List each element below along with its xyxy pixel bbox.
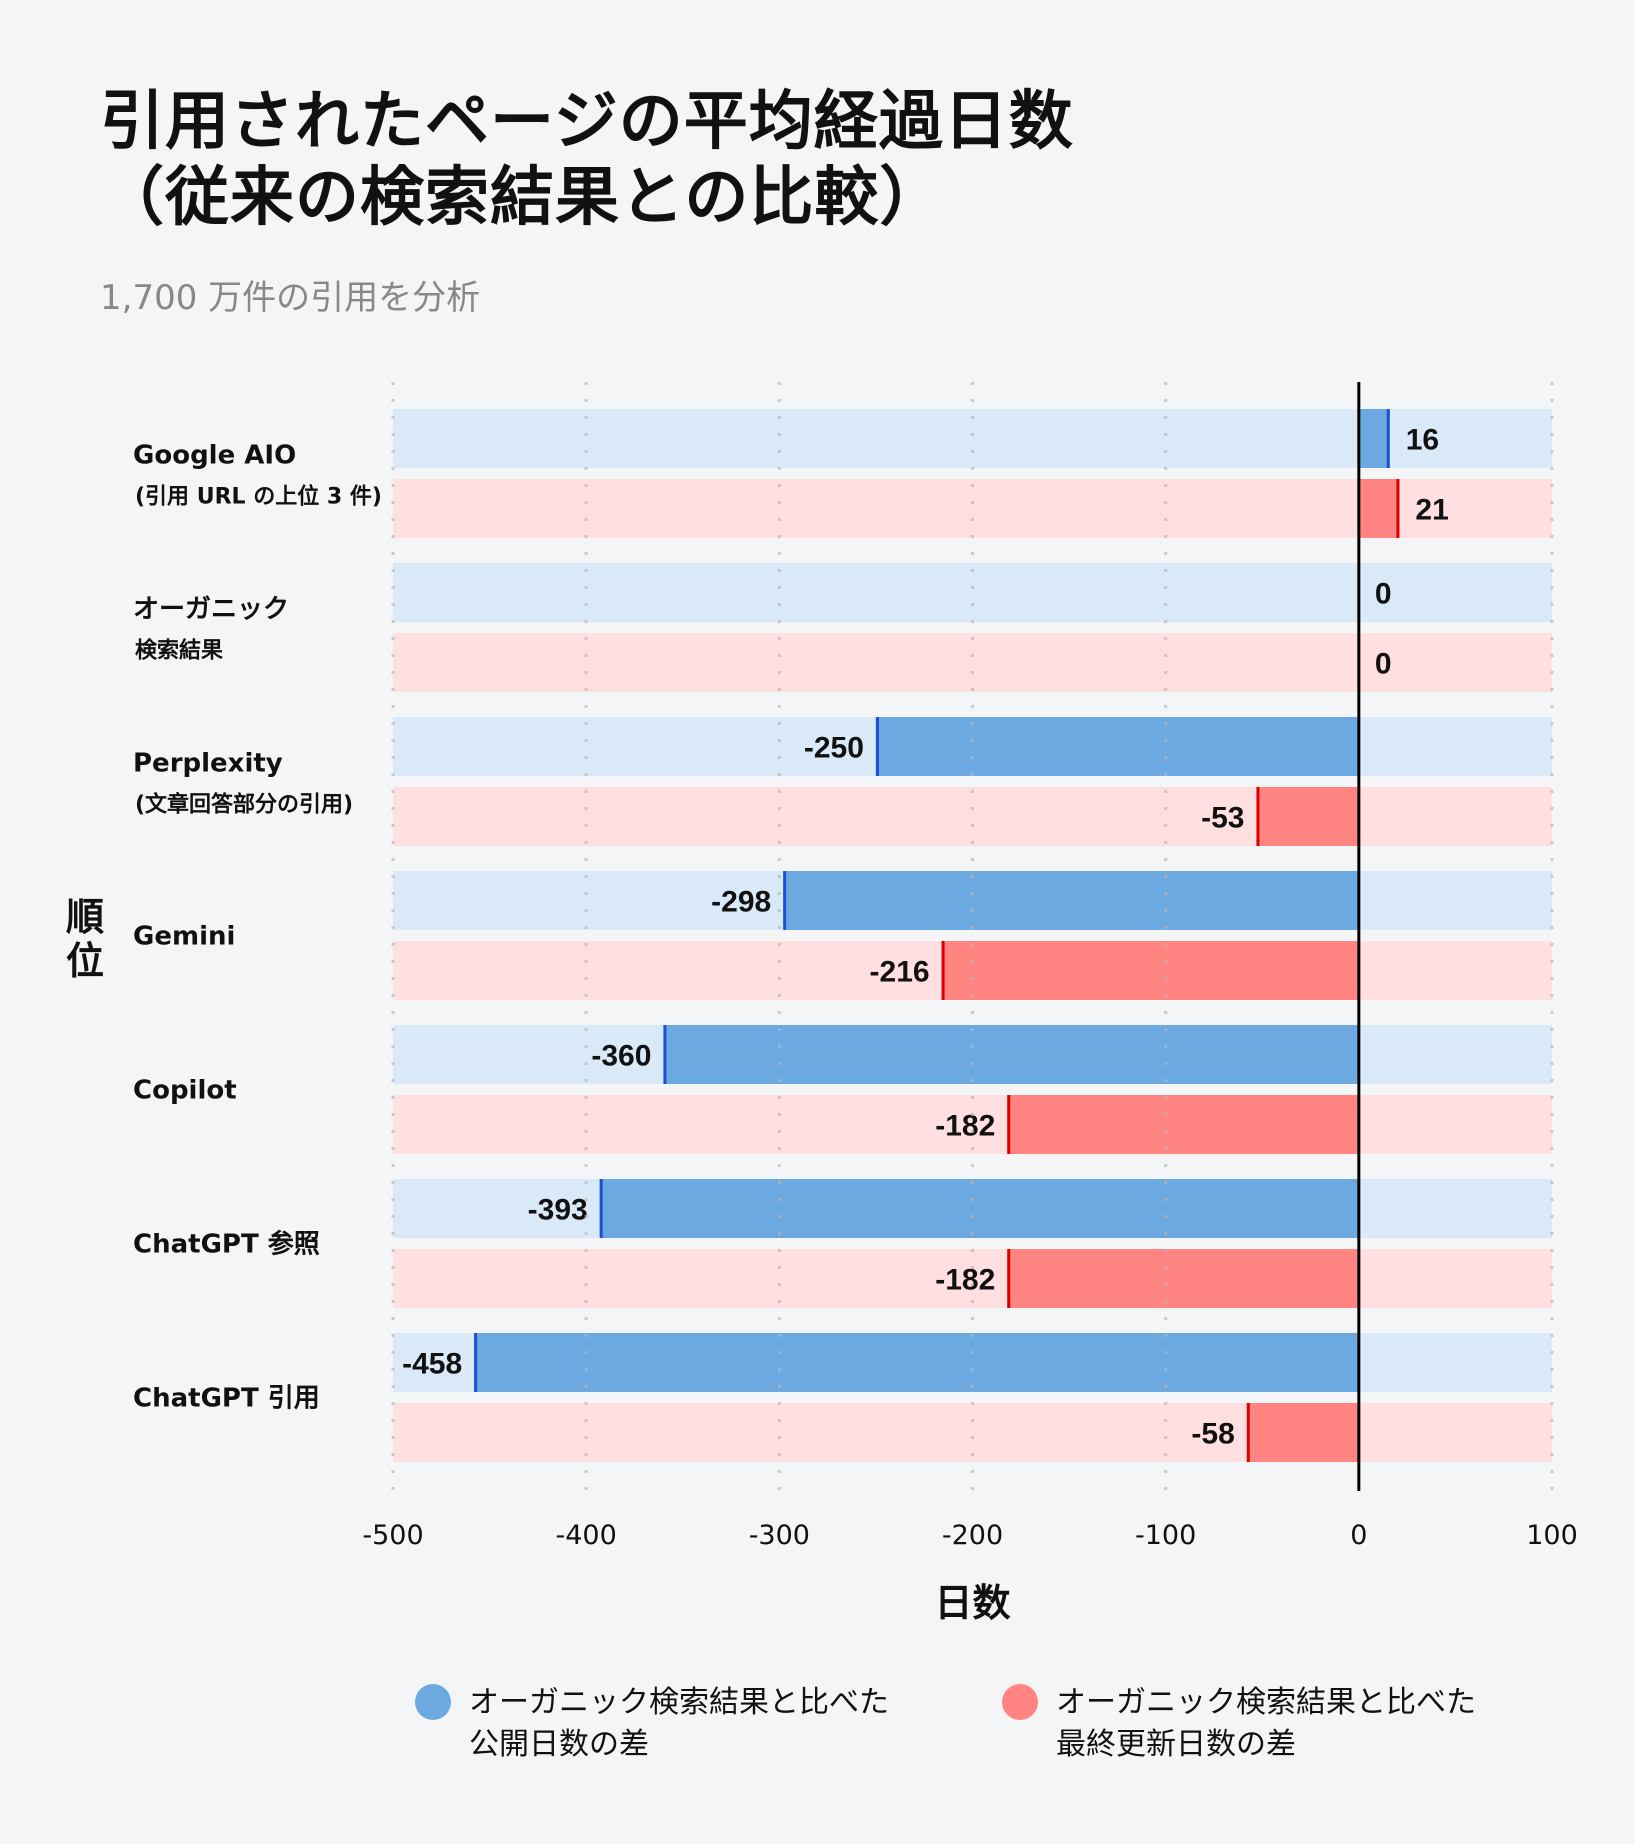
x-tick-label: -100 xyxy=(1135,1520,1196,1551)
category-label: Google AIO xyxy=(133,441,296,471)
legend-label: オーガニック検索結果と比べた 公開日数の差 xyxy=(469,1685,889,1762)
x-tick-label: 0 xyxy=(1350,1520,1367,1551)
data-label: -58 xyxy=(1191,1418,1234,1451)
bar xyxy=(599,1179,1359,1238)
bar xyxy=(1007,1095,1359,1154)
data-label: -360 xyxy=(591,1040,651,1073)
bar xyxy=(783,871,1359,930)
y-axis-label: 順 xyxy=(66,895,104,939)
category-label: Gemini xyxy=(133,922,235,952)
chart-title: 引用されたページの平均経過日数 （従来の検索結果との比較） xyxy=(100,84,1074,236)
bar-end-marker xyxy=(941,941,945,1000)
title-line-1: 引用されたページの平均経過日数 xyxy=(100,85,1074,159)
bar-end-marker xyxy=(1396,479,1400,538)
data-label: 21 xyxy=(1415,494,1448,527)
category-label: Copilot xyxy=(133,1076,237,1106)
bar xyxy=(663,1025,1359,1084)
bar-end-marker xyxy=(474,1333,478,1392)
data-label: -182 xyxy=(935,1264,995,1297)
data-label: 0 xyxy=(1375,578,1392,611)
data-label: -458 xyxy=(402,1348,462,1381)
bar xyxy=(1358,479,1400,538)
category-sublabel: 検索結果 xyxy=(135,638,223,664)
data-label: -216 xyxy=(870,956,930,989)
legend-item-updated: オーガニック検索結果と比べた 最終更新日数の差 xyxy=(1002,1682,1476,1766)
bar xyxy=(941,941,1359,1000)
bar xyxy=(1358,409,1390,468)
bar-end-marker xyxy=(1246,1403,1250,1462)
bar xyxy=(1256,787,1359,846)
y-axis-label: 位 xyxy=(66,939,104,983)
legend-label: オーガニック検索結果と比べた 最終更新日数の差 xyxy=(1056,1685,1476,1762)
bar xyxy=(1007,1249,1359,1308)
chart-subtitle: 1,700 万件の引用を分析 xyxy=(100,278,481,318)
bar-end-marker xyxy=(875,717,879,776)
data-label: -53 xyxy=(1201,802,1244,835)
category-sublabel: (引用 URL の上位 3 件) xyxy=(135,484,382,510)
data-label: -182 xyxy=(935,1110,995,1143)
x-tick-label: -400 xyxy=(556,1520,617,1551)
x-tick-label: -300 xyxy=(749,1520,810,1551)
data-label: -393 xyxy=(528,1194,588,1227)
x-tick-label: -500 xyxy=(362,1520,423,1551)
data-label: 0 xyxy=(1375,648,1392,681)
data-label: -298 xyxy=(711,886,771,919)
category-label: オーガニック xyxy=(133,595,289,625)
bar-end-marker xyxy=(1007,1095,1011,1154)
bar xyxy=(1246,1403,1359,1462)
bar xyxy=(474,1333,1359,1392)
data-label: -250 xyxy=(804,732,864,765)
legend-item-published: オーガニック検索結果と比べた 公開日数の差 xyxy=(415,1682,889,1766)
bar-end-marker xyxy=(1386,409,1390,468)
category-sublabel: (文章回答部分の引用) xyxy=(135,792,353,818)
bar-end-marker xyxy=(663,1025,667,1084)
category-label: ChatGPT 引用 xyxy=(133,1384,320,1414)
title-line-2: （従来の検索結果との比較） xyxy=(100,161,945,235)
bar-end-marker xyxy=(599,1179,603,1238)
data-label: 16 xyxy=(1406,424,1439,457)
legend-swatch-blue xyxy=(415,1684,451,1720)
x-tick-label: 100 xyxy=(1526,1520,1578,1551)
category-label: ChatGPT 参照 xyxy=(133,1229,320,1260)
x-axis-label: 日数 xyxy=(934,1581,1010,1625)
bar-end-marker xyxy=(1007,1249,1011,1308)
bar-track xyxy=(393,787,1552,846)
category-label: Perplexity xyxy=(133,749,283,779)
legend-swatch-red xyxy=(1002,1684,1038,1720)
x-tick-label: -200 xyxy=(942,1520,1003,1551)
bar-end-marker xyxy=(783,871,787,930)
bar-end-marker xyxy=(1256,787,1260,846)
bar xyxy=(875,717,1359,776)
